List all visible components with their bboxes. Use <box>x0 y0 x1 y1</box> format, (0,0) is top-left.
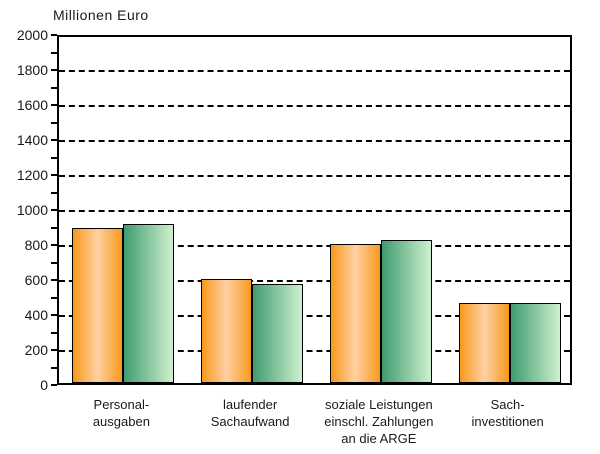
y-tick-mark <box>51 139 57 141</box>
bar-green <box>252 284 304 383</box>
y-tick-label: 1400 <box>16 132 48 148</box>
y-tick-mark <box>51 331 57 334</box>
bar-orange <box>329 243 381 383</box>
plot-area <box>57 35 572 385</box>
gridline <box>59 245 570 247</box>
y-tick-label: 1200 <box>16 167 48 183</box>
gridline <box>59 210 570 212</box>
category-label: Sach- investitionen <box>471 397 544 429</box>
y-tick-label: 600 <box>24 272 48 288</box>
bar-orange <box>72 228 124 383</box>
bar-green <box>380 240 432 383</box>
category-label: Personal- ausgaben <box>92 397 150 429</box>
y-tick-label: 1000 <box>16 202 48 218</box>
category-label: soziale Leistungen einschl. Zahlungen an… <box>324 397 434 446</box>
gridline <box>59 105 570 107</box>
y-tick-mark <box>51 191 57 194</box>
y-tick-mark <box>51 174 57 176</box>
bar-orange <box>201 278 253 383</box>
y-tick-label: 400 <box>24 307 48 323</box>
y-tick-mark <box>51 104 57 106</box>
y-axis-title: Millionen Euro <box>53 7 149 23</box>
y-tick-mark <box>51 51 57 54</box>
gridline <box>59 175 570 177</box>
y-tick-mark <box>51 226 57 229</box>
bar-orange <box>458 302 510 383</box>
gridline <box>59 140 570 142</box>
gridline <box>59 315 570 317</box>
y-tick-mark <box>51 209 57 211</box>
y-tick-mark <box>51 86 57 89</box>
y-tick-mark <box>51 366 57 369</box>
y-tick-mark <box>51 314 57 316</box>
category-label: laufender Sachaufwand <box>210 397 290 429</box>
bar-green <box>509 302 561 383</box>
gridline <box>59 70 570 72</box>
y-tick-mark <box>51 279 57 281</box>
y-tick-mark <box>51 156 57 159</box>
y-tick-mark <box>51 261 57 264</box>
y-tick-mark <box>51 121 57 124</box>
bar-green <box>123 223 175 383</box>
y-tick-mark <box>51 384 57 386</box>
y-tick-label: 1800 <box>16 62 48 78</box>
y-tick-mark <box>51 69 57 71</box>
y-tick-mark <box>51 349 57 351</box>
y-tick-mark <box>51 34 57 36</box>
y-tick-mark <box>51 244 57 246</box>
y-tick-label: 800 <box>24 237 48 253</box>
y-tick-mark <box>51 296 57 299</box>
gridline <box>59 350 570 352</box>
gridline <box>59 280 570 282</box>
y-tick-label: 2000 <box>16 27 48 43</box>
y-tick-label: 1600 <box>16 97 48 113</box>
y-tick-label: 200 <box>24 342 48 358</box>
y-tick-label: 0 <box>40 377 48 393</box>
